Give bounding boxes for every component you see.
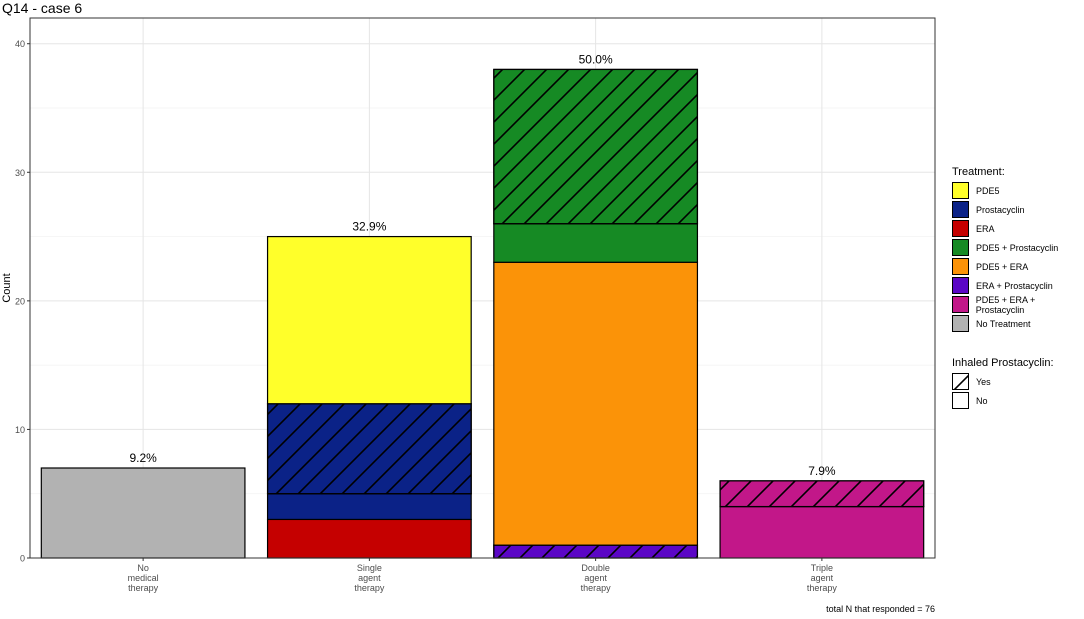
legend-item: No xyxy=(952,391,1054,410)
x-tick-label: Triple agent therapy xyxy=(807,563,838,593)
legend-item-label: PDE5 + Prostacyclin xyxy=(976,242,1059,253)
x-tick-label: Double agent therapy xyxy=(581,563,612,593)
inhaled-legend-title: Inhaled Prostacyclin: xyxy=(952,357,1054,369)
legend-item: PDE5 + ERA + Prostacyclin xyxy=(952,294,1084,315)
legend-key xyxy=(952,182,969,199)
y-tick-label: 10 xyxy=(15,425,25,435)
bar-segment xyxy=(266,518,472,559)
legend-key xyxy=(952,258,969,275)
legend-item-label: PDE5 + ERA xyxy=(976,261,1029,272)
y-axis-label: Count xyxy=(1,273,13,302)
legend-key xyxy=(952,201,969,218)
x-tick-label: No medical therapy xyxy=(128,563,159,593)
chart-title: Q14 - case 6 xyxy=(2,0,83,16)
y-tick-label: 0 xyxy=(20,554,25,564)
bar-segment-hatch xyxy=(266,403,472,495)
legend-item: Yes xyxy=(952,372,1054,391)
bars: 9.2% 32.9% 50.0% 7.9% xyxy=(40,52,925,559)
bar-segment xyxy=(266,235,472,405)
percent-label: 7.9% xyxy=(808,464,836,478)
y-tick-label: 30 xyxy=(15,168,25,178)
legend-item: PDE5 xyxy=(952,181,1084,200)
legend-key xyxy=(952,220,969,237)
bar-segment xyxy=(493,261,699,546)
caption: total N that responded = 76 xyxy=(826,604,935,614)
legend-item-label: No Treatment xyxy=(976,318,1031,329)
y-tick-label: 40 xyxy=(15,39,25,49)
treatment-legend-title: Treatment: xyxy=(952,166,1005,178)
legend-key xyxy=(952,239,969,256)
bar-segment-hatch xyxy=(493,68,699,225)
legend-item: PDE5 + Prostacyclin xyxy=(952,238,1084,257)
legend-item: Prostacyclin xyxy=(952,200,1084,219)
legend-item-label: No xyxy=(976,395,988,406)
x-tick-label: Single agent therapy xyxy=(354,563,385,593)
legend-item-label: ERA xyxy=(976,223,995,234)
legend-item-label: PDE5 xyxy=(976,185,1000,196)
legend-item-label: ERA + Prostacyclin xyxy=(976,280,1053,291)
legend-item: No Treatment xyxy=(952,314,1084,333)
legend-item-label: PDE5 + ERA + Prostacyclin xyxy=(975,294,1036,315)
percent-label: 32.9% xyxy=(352,220,386,234)
y-tick-label: 20 xyxy=(15,296,25,306)
legend-key xyxy=(952,315,969,332)
axes: 0 10 20 30 40 No medical therapy Single agent ther… xyxy=(15,39,837,593)
bar-segment xyxy=(719,505,925,559)
legend-key xyxy=(952,296,969,313)
legend-item-label: Yes xyxy=(976,376,991,387)
legend-item: ERA xyxy=(952,219,1084,238)
bar-segment xyxy=(266,493,472,521)
treatment-legend: Treatment: PDE5 Prostacyclin ERA PDE5 + Pro… xyxy=(952,166,1084,333)
percent-label: 50.0% xyxy=(579,52,613,66)
plot-panel-border xyxy=(29,17,936,559)
bar-segment xyxy=(493,223,699,263)
legend-key xyxy=(952,373,969,390)
legend-item-label: Prostacyclin xyxy=(976,204,1025,215)
legend-key xyxy=(952,277,969,294)
bar-segment xyxy=(40,467,246,559)
percent-label: 9.2% xyxy=(129,451,157,465)
legend-item: ERA + Prostacyclin xyxy=(952,276,1084,295)
inhaled-legend: Inhaled Prostacyclin: Yes No xyxy=(952,357,1054,410)
bar-segment-hatch xyxy=(493,544,699,559)
bar-segment-hatch xyxy=(719,480,925,508)
legend-item: PDE5 + ERA xyxy=(952,257,1084,276)
legend-key xyxy=(952,392,969,409)
